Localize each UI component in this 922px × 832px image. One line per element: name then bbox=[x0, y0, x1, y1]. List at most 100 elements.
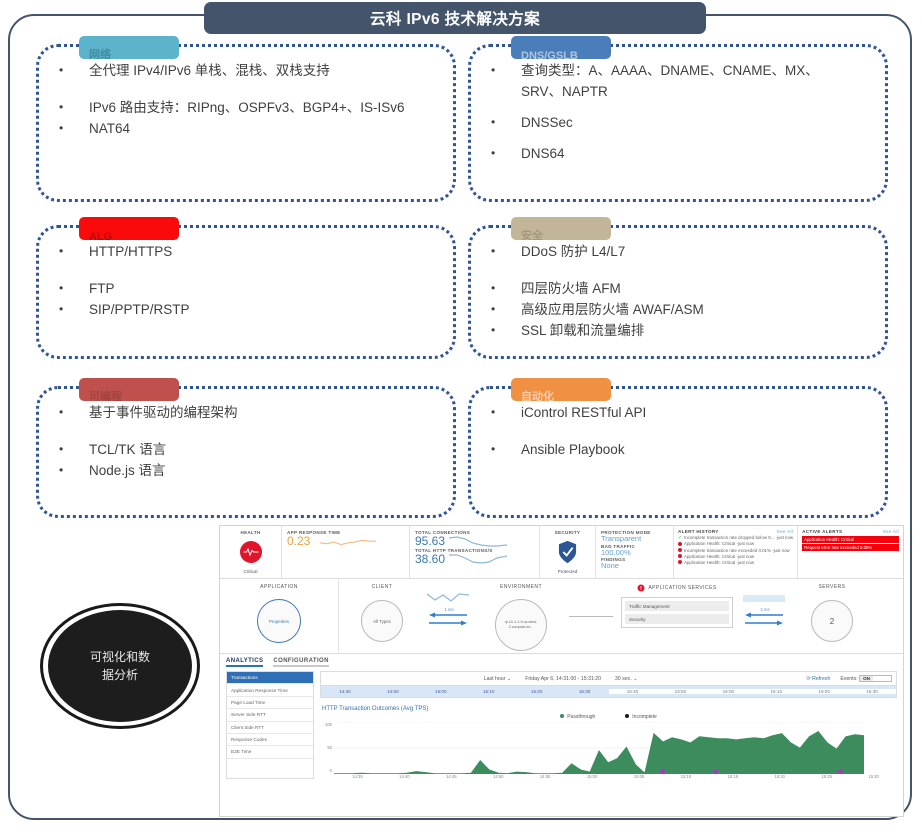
bullet-dot: • bbox=[59, 244, 64, 258]
environment-node[interactable]: ip-10-1-1-9.us-west-2.compute.int... bbox=[495, 599, 547, 651]
tab-configuration[interactable]: CONFIGURATION bbox=[273, 658, 329, 667]
health-icon bbox=[239, 541, 262, 563]
x-tick: 14:55 bbox=[539, 774, 551, 779]
y-tick: 50 bbox=[327, 745, 332, 750]
analytics-menu-item-transactions[interactable]: Transactions bbox=[227, 672, 313, 685]
card-tag-label: 可编程 bbox=[89, 391, 122, 401]
list-item-text: 基于事件驱动的编程架构 bbox=[89, 405, 238, 420]
latency-left: 1 ms bbox=[425, 579, 473, 653]
topology-servers: SERVERS 2 bbox=[789, 579, 875, 653]
range-select[interactable]: Last hour ⌄ bbox=[483, 675, 512, 682]
refresh-button[interactable]: ⟳ Refresh bbox=[806, 675, 831, 682]
topology-services: f APPLICATION SERVICES Traffic Managemen… bbox=[613, 579, 741, 653]
timeline-scrubber[interactable]: 14:40 14:50 15:00 15:10 15:20 15:30 15:4… bbox=[320, 686, 897, 698]
list-item-text: SIP/PPTP/RSTP bbox=[89, 301, 190, 317]
analytics-menu-item-e2e-time[interactable]: E2E Time bbox=[227, 746, 313, 759]
chart-area-series bbox=[334, 722, 864, 774]
timeline-tick: 16:00 bbox=[704, 689, 753, 694]
list-item-text: 高级应用层防火墙 AWAF/ASM bbox=[521, 301, 704, 317]
x-tick: 15:20 bbox=[774, 774, 785, 779]
x-tick: 15:30 bbox=[868, 774, 879, 779]
topology-environment: ENVIRONMENT ip-10-1-1-9.us-west-2.comput… bbox=[473, 579, 569, 653]
active-alerts-see-all[interactable]: See All bbox=[882, 529, 899, 534]
list-item: • 查询类型：A、AAAA、DNAME、CNAME、MX、 bbox=[489, 63, 871, 80]
timeline-tick: 15:00 bbox=[435, 689, 447, 694]
list-item-text: 全代理 IPv4/IPv6 单栈、混栈、双栈支持 bbox=[89, 63, 330, 78]
security-status: Protected bbox=[557, 569, 578, 574]
list-item: • SIP/PPTP/RSTP bbox=[57, 302, 439, 319]
application-node[interactable]: Properties bbox=[257, 599, 301, 643]
protection-mode-label: PROTECTION MODE bbox=[601, 530, 651, 535]
x-tick: 15:05 bbox=[633, 774, 645, 779]
alert-row: Application Health: Critical -just now bbox=[678, 554, 793, 559]
list-item: • DDoS 防护 L4/L7 bbox=[489, 244, 871, 261]
list-item-text: IPv6 路由支持：RIPng、OSPFv3、BGP4+、IS-ISv6 bbox=[89, 99, 405, 115]
health-label: HEALTH bbox=[240, 530, 261, 535]
y-tick: 0 bbox=[329, 768, 332, 773]
bullet-dot: • bbox=[59, 441, 64, 456]
list-item: • SSL 卸载和流量编排 bbox=[489, 323, 871, 340]
bad-traffic-value: 100.00% bbox=[601, 547, 631, 557]
active-alerts-title: ACTIVE ALERTS bbox=[802, 529, 843, 534]
arrow-pair-left-icon bbox=[429, 612, 467, 626]
chevron-down-icon: ⌄ bbox=[633, 675, 638, 682]
card-alg-list: • HTTP/HTTPS • FTP • SIP/PPTP/RSTP bbox=[39, 228, 453, 319]
service-row[interactable]: Security bbox=[625, 614, 729, 624]
bullet-dot: • bbox=[59, 405, 64, 419]
bullet-dot: • bbox=[491, 244, 496, 258]
protection-mode-value: Transparent bbox=[601, 534, 642, 543]
legend-item-passthrough[interactable]: Passthrough bbox=[560, 714, 595, 720]
events-label: Events: bbox=[840, 676, 858, 682]
analytics-menu-item-server-side-rtt[interactable]: Server Side RTT bbox=[227, 709, 313, 722]
card-automation: 自动化 • iControl RESTful API • Ansible Playb… bbox=[468, 378, 888, 518]
tab-analytics[interactable]: ANALYTICS bbox=[226, 658, 264, 667]
arrow-pair-right-icon bbox=[745, 612, 783, 626]
alert-row: Application Health: Critical -just now bbox=[678, 560, 793, 565]
bullet-dot: • bbox=[59, 280, 64, 295]
list-item-text: SSL 卸载和流量编排 bbox=[521, 322, 645, 338]
alert-row-text: Application Health: Critical -just now bbox=[684, 559, 755, 565]
active-alert-row[interactable]: Application Health: Critical bbox=[802, 535, 899, 543]
list-item: • 四层防火墙 AFM bbox=[489, 281, 871, 298]
list-item-text: DNS64 bbox=[521, 145, 565, 161]
analytics-menu-item-app-response-time[interactable]: Application Response Time bbox=[227, 684, 313, 697]
error-icon bbox=[678, 541, 682, 546]
list-item-continuation: SRV、NAPTR bbox=[489, 84, 871, 101]
oval-line-2: 据分析 bbox=[101, 668, 138, 682]
x-tick: 14:40 bbox=[399, 774, 410, 779]
events-toggle[interactable]: Events: ON bbox=[840, 675, 892, 682]
latency-left-label: 1 ms bbox=[444, 607, 454, 612]
timeline-tick: 14:40 bbox=[339, 689, 351, 694]
bullet-dot: • bbox=[59, 63, 64, 77]
security-panel: SECURITY Protected bbox=[540, 526, 596, 578]
servers-node[interactable]: 2 bbox=[811, 600, 853, 642]
card-alg: ALG • HTTP/HTTPS • FTP • SIP/PPTP/RSTP bbox=[36, 217, 456, 359]
card-tag-automation: 自动化 bbox=[511, 378, 611, 401]
service-row[interactable]: Traffic Management bbox=[625, 601, 729, 611]
legend-item-incomplete[interactable]: Incomplete bbox=[625, 714, 657, 720]
findings-value: None bbox=[601, 561, 619, 571]
alert-history-see-all[interactable]: See All bbox=[776, 529, 794, 534]
bullet-dot: • bbox=[59, 99, 64, 114]
active-alerts-panel: ACTIVE ALERTS See All Application Health… bbox=[798, 526, 903, 578]
list-item: • FTP bbox=[57, 281, 439, 298]
list-item-text: Ansible Playbook bbox=[521, 441, 625, 457]
active-alert-row[interactable]: Request error rate exceeded 0.05% bbox=[802, 544, 899, 551]
check-icon: ✓ bbox=[678, 534, 683, 541]
card-tag-programmable: 可编程 bbox=[79, 378, 179, 401]
timeline-tick: 15:40 bbox=[608, 689, 657, 694]
servers-label: SERVERS bbox=[818, 584, 846, 590]
timeline-tick: 16:10 bbox=[752, 689, 801, 694]
analytics-menu-item-client-side-rtt[interactable]: Client Side RTT bbox=[227, 722, 313, 734]
analytics-menu-item-response-codes[interactable]: Response Codes bbox=[227, 734, 313, 747]
app-response-value: 0.23 bbox=[287, 534, 311, 549]
client-node[interactable]: All Types bbox=[361, 600, 403, 642]
analytics-menu-item-page-load-time[interactable]: Page Load Time bbox=[227, 697, 313, 710]
bullet-dot: • bbox=[491, 441, 496, 456]
security-label: SECURITY bbox=[554, 530, 581, 535]
interval-select[interactable]: 30 sec. ⌄ bbox=[615, 675, 638, 682]
list-item: • TCL/TK 语言 bbox=[57, 442, 439, 459]
findings-label: FINDINGS bbox=[601, 557, 626, 563]
total-connections-value: 95.63 bbox=[415, 534, 446, 548]
alert-history-panel: ALERT HISTORY See All ✓ Incomplete transa… bbox=[674, 526, 799, 578]
